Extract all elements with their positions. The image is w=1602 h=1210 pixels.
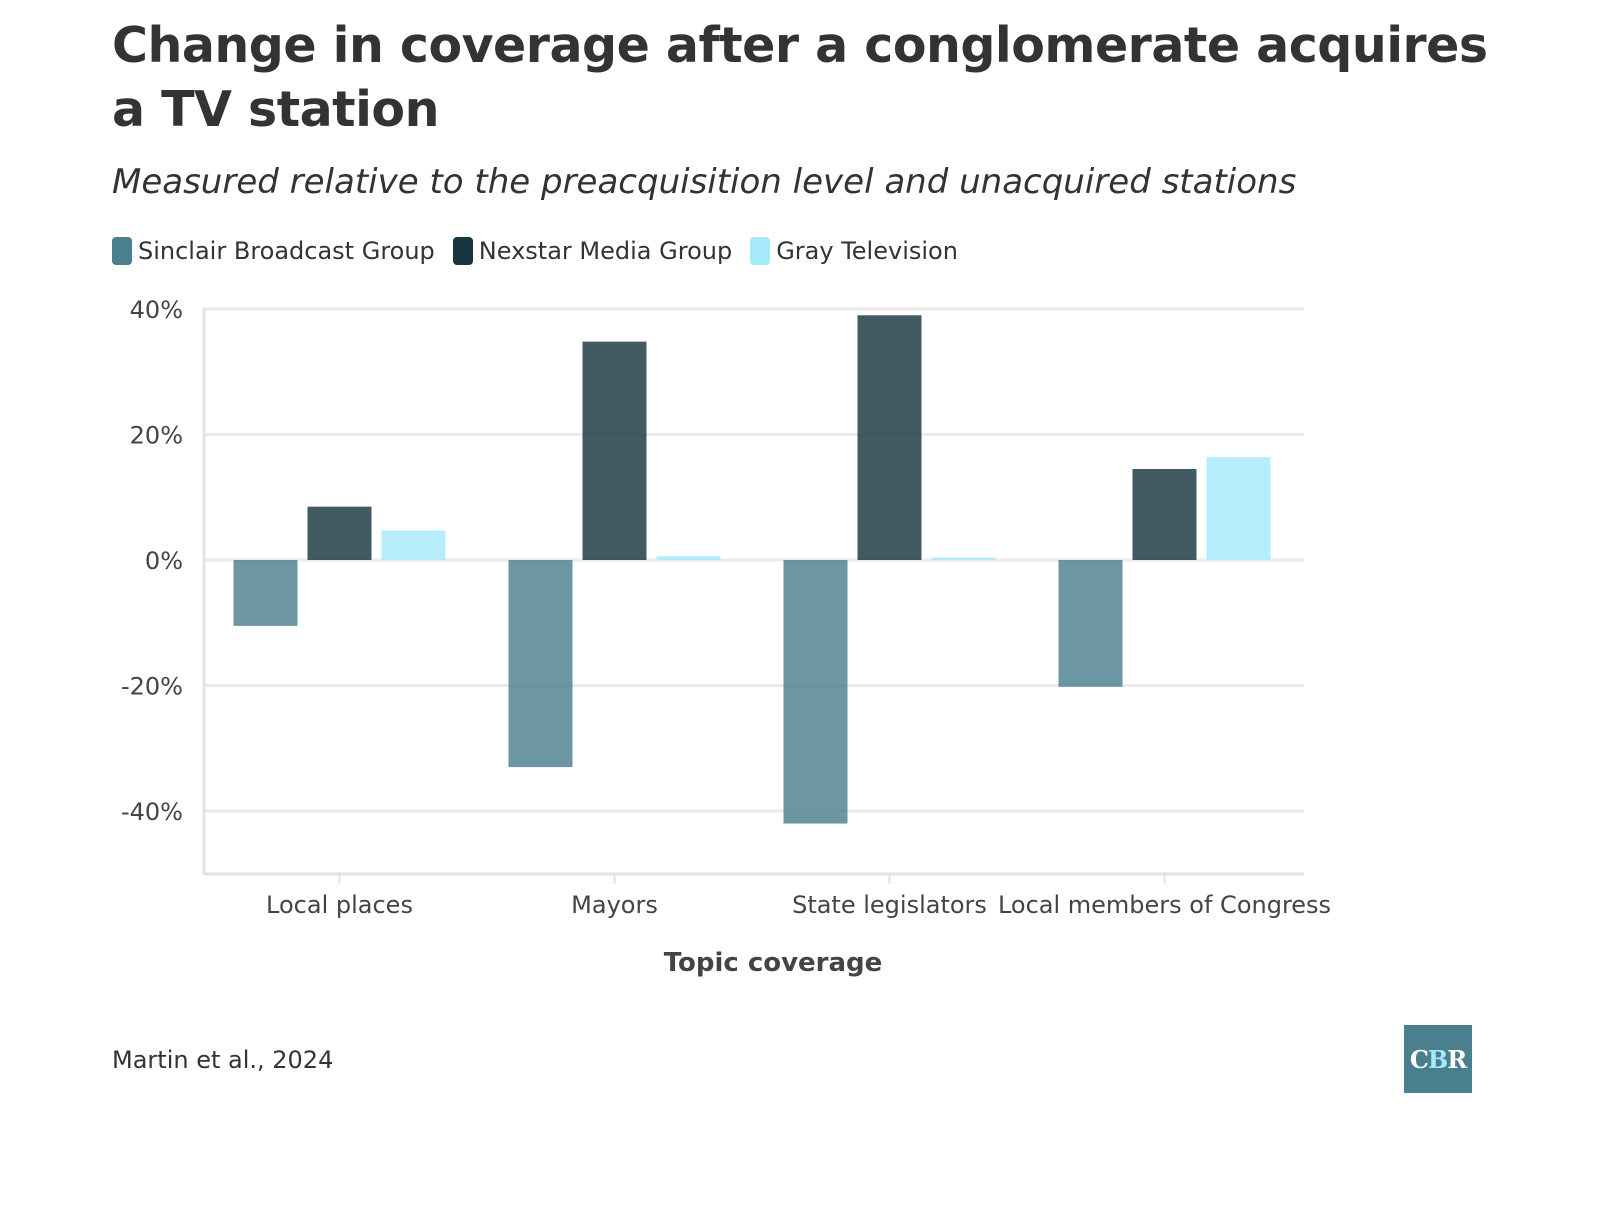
legend-item-gray: Gray Television	[750, 237, 958, 265]
bar-sinclair	[233, 560, 298, 626]
bar-sinclair	[508, 560, 573, 768]
bar-sinclair	[783, 560, 848, 824]
x-tick-label: Local members of Congress	[998, 891, 1331, 919]
y-tick-label: -20%	[121, 673, 183, 701]
y-tick-label: -40%	[121, 798, 183, 826]
x-tick-label: Local places	[266, 891, 413, 919]
logo-letter-b: B	[1427, 1044, 1448, 1074]
legend-item-sinclair: Sinclair Broadcast Group	[112, 237, 435, 265]
source-note: Martin et al., 2024	[112, 1046, 334, 1074]
legend-label-sinclair: Sinclair Broadcast Group	[138, 237, 435, 265]
logo-letter-c: C	[1409, 1044, 1429, 1074]
y-tick-label: 40%	[130, 296, 183, 324]
bar-gray	[1206, 457, 1271, 560]
x-tick-label: Mayors	[571, 891, 658, 919]
y-tick-label: 0%	[145, 547, 183, 575]
bar-nexstar	[307, 506, 372, 560]
legend-swatch-sinclair	[112, 237, 132, 265]
bar-nexstar	[857, 315, 922, 560]
chart-subtitle: Measured relative to the preacquisition …	[112, 162, 1297, 202]
legend-swatch-gray	[750, 237, 771, 265]
bar-chart: 40% 20% 0% -20% -40% Local places Mayors State …	[121, 296, 1331, 919]
legend-swatch-nexstar	[452, 237, 473, 265]
legend: Sinclair Broadcast Group Nexstar Media G…	[112, 234, 976, 268]
bar-nexstar	[1132, 469, 1197, 560]
bar-sinclair	[1058, 560, 1123, 687]
y-tick-label: 20%	[130, 422, 183, 450]
legend-item-nexstar: Nexstar Media Group	[452, 237, 733, 265]
legend-label-gray: Gray Television	[776, 237, 958, 265]
bar-nexstar	[582, 341, 647, 560]
chart-title: Change in coverage after a conglomerate …	[112, 17, 1488, 138]
bar-gray	[931, 557, 996, 560]
bar-gray	[656, 556, 721, 560]
legend-label-nexstar: Nexstar Media Group	[478, 237, 733, 265]
x-tick-label: State legislators	[792, 891, 987, 919]
logo-letter-r: R	[1447, 1044, 1467, 1074]
x-axis-title: Topic coverage	[663, 948, 883, 978]
bar-gray	[381, 530, 446, 560]
